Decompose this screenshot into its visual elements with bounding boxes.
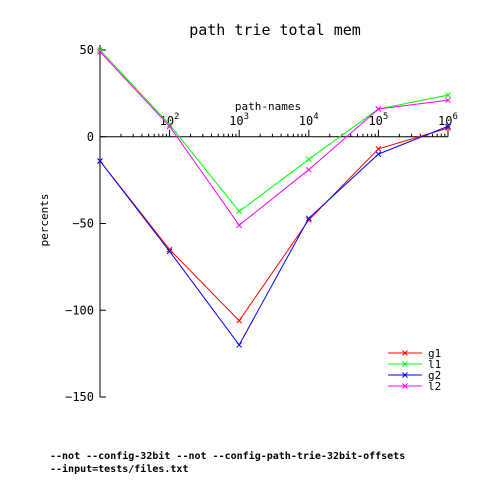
point-marker <box>236 342 243 348</box>
data-point-g2 <box>305 215 312 222</box>
legend-item-g1: g1 <box>388 347 441 360</box>
legend-item-l1: l1 <box>388 358 441 371</box>
series-layer <box>97 47 451 348</box>
point-marker <box>375 151 382 157</box>
x-tick-label: 105 <box>368 112 388 128</box>
legend-item-l2: l2 <box>388 380 441 393</box>
data-point-g2 <box>236 342 243 348</box>
point-marker <box>97 48 103 55</box>
point-marker <box>305 156 312 163</box>
data-point-g2 <box>166 248 173 255</box>
point-marker <box>305 166 312 173</box>
point-marker <box>97 158 103 164</box>
chart-title: path trie total mem <box>189 21 361 39</box>
point-marker <box>236 208 243 215</box>
data-point-g1 <box>236 317 243 324</box>
legend-marker <box>402 350 408 356</box>
data-point-g1 <box>166 246 173 253</box>
point-marker <box>445 123 451 130</box>
point-marker <box>97 47 103 53</box>
data-point-l2 <box>97 48 103 55</box>
y-tick-label: −50 <box>72 217 94 231</box>
point-marker <box>445 125 451 131</box>
data-point-l1 <box>236 208 243 215</box>
legend-marker <box>402 372 408 378</box>
data-point-l2 <box>305 166 312 173</box>
y-tick-label: 50 <box>80 43 94 57</box>
data-point-l2 <box>166 123 173 130</box>
point-marker <box>375 106 382 112</box>
point-marker <box>445 92 451 98</box>
y-tick-label: −100 <box>65 303 94 317</box>
point-marker <box>305 215 312 222</box>
point-marker <box>236 317 243 324</box>
x-tick-label: 103 <box>229 112 249 128</box>
data-point-l1 <box>445 92 451 98</box>
data-point-g1 <box>375 146 382 152</box>
legend-label: g1 <box>428 347 441 360</box>
point-marker <box>166 246 173 253</box>
legend-label: l1 <box>428 358 441 371</box>
legend-label: g2 <box>428 369 441 382</box>
x-tick-label: 106 <box>438 112 458 128</box>
legend-marker <box>402 361 408 367</box>
data-point-l1 <box>305 156 312 163</box>
x-axis-label: path-names <box>235 100 301 113</box>
series-line-l2 <box>99 51 449 226</box>
point-marker <box>236 222 243 229</box>
series-line-l1 <box>99 49 449 213</box>
series-line-g2 <box>99 125 449 346</box>
footer-line-1: --not --config-32bit --not --config-path… <box>50 451 406 462</box>
y-axis-label: percents <box>38 194 51 247</box>
data-point-g2 <box>445 123 451 130</box>
data-point-g2 <box>375 151 382 157</box>
data-point-l2 <box>375 106 382 112</box>
point-marker <box>445 97 451 104</box>
y-tick-label: 0 <box>87 130 94 144</box>
point-marker <box>166 121 173 128</box>
x-tick-label: 104 <box>299 112 319 128</box>
data-point-g1 <box>445 125 451 131</box>
footer-line-2: --input=tests/files.txt <box>50 464 189 475</box>
data-point-g2 <box>97 158 103 164</box>
data-point-l2 <box>236 222 243 229</box>
point-marker <box>166 248 173 255</box>
point-marker <box>166 123 173 130</box>
legend-label: l2 <box>428 380 441 393</box>
y-tick-label: −150 <box>65 390 94 404</box>
data-point-l1 <box>166 121 173 128</box>
legend-item-g2: g2 <box>388 369 441 382</box>
point-marker <box>375 146 382 152</box>
legend-marker <box>402 383 408 389</box>
data-point-l1 <box>97 47 103 53</box>
series-line-g1 <box>99 127 449 322</box>
data-point-l2 <box>445 97 451 104</box>
